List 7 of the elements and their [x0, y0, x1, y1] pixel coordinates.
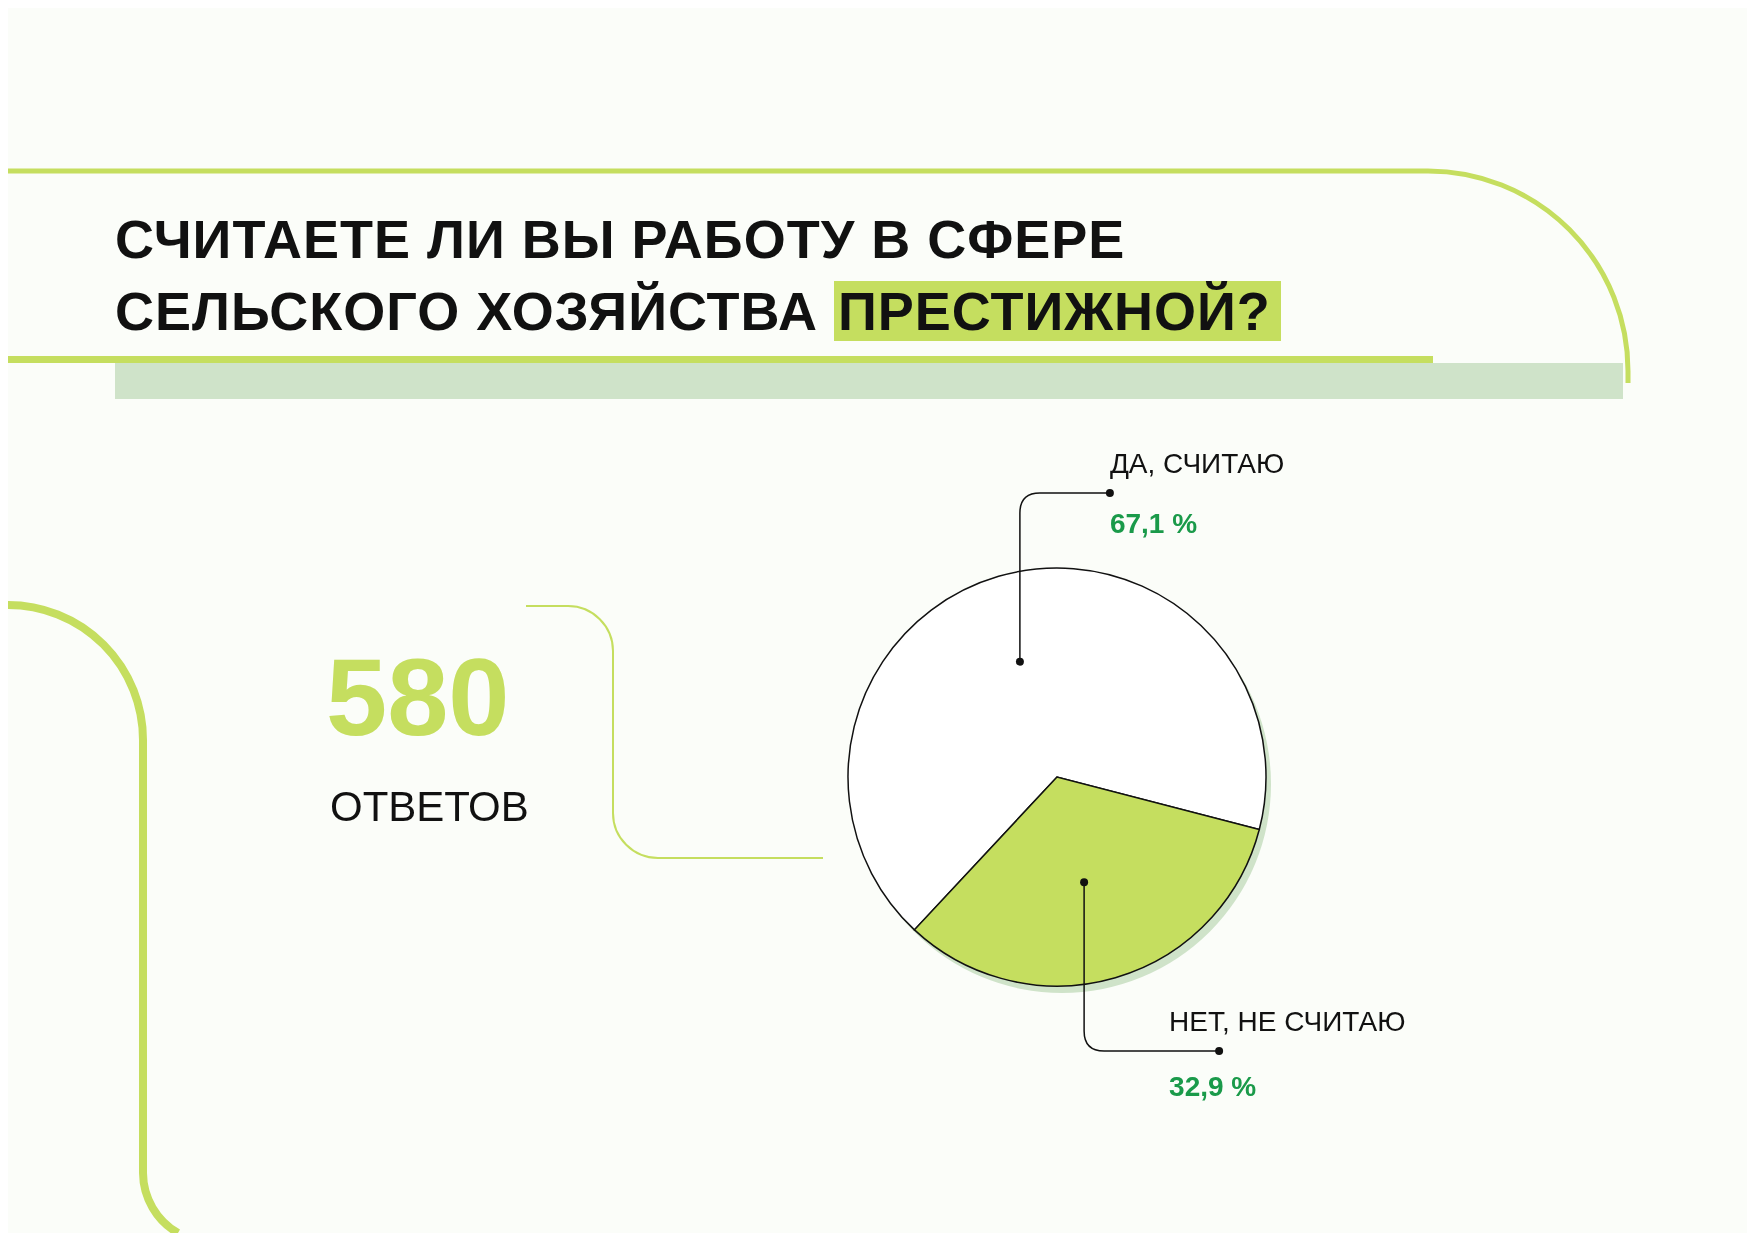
slice-label: НЕТ, НЕ СЧИТАЮ [1169, 1006, 1406, 1037]
text: ОТВЕТОВ [330, 783, 529, 831]
data-label: 32,9 % [1169, 1071, 1257, 1102]
data-label: 67,1 % [1109, 508, 1198, 539]
chart-title: СЧИТАЕТЕ ЛИ ВЫ РАБОТУ В СФЕРЕ СЕЛЬСКОГО ХОЗЯЙСТВА ПРЕСТИЖНОЙ? [115, 208, 1272, 343]
text: 580 [326, 634, 510, 760]
slice-label: ДА, СЧИТАЮ [1109, 448, 1285, 479]
